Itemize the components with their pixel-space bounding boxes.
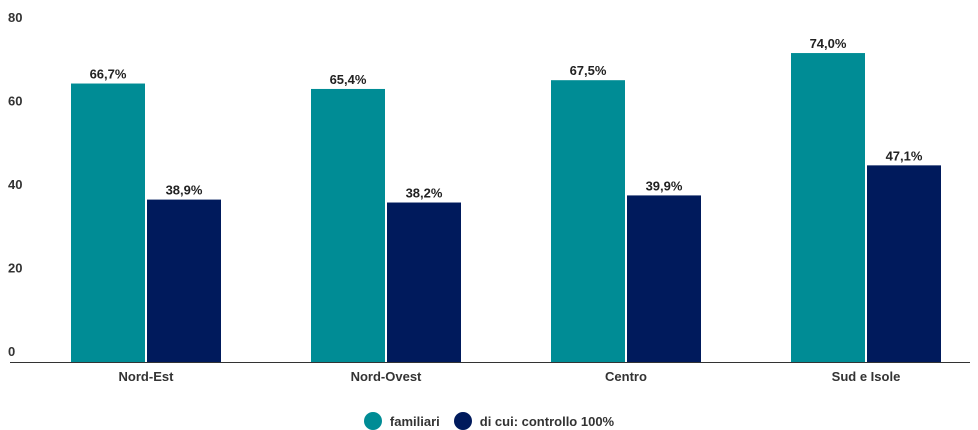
bars <box>71 53 941 363</box>
legend-item-familiari[interactable]: familiari <box>363 412 440 430</box>
category-labels: Nord-Est Nord-Ovest Centro Sud e Isole <box>119 369 901 384</box>
legend-label-familiari: familiari <box>389 413 440 429</box>
bar-controllo-2[interactable] <box>627 195 701 362</box>
y-axis-ticks: 0 20 40 60 80 <box>8 10 22 359</box>
data-label-familiari-0: 66,7% <box>90 67 127 82</box>
data-label-controllo-3: 47,1% <box>886 148 923 163</box>
category-label-3: Sud e Isole <box>832 369 901 384</box>
legend-swatch-controllo <box>453 412 472 430</box>
data-label-familiari-2: 67,5% <box>570 63 607 78</box>
category-label-0: Nord-Est <box>119 369 175 384</box>
y-tick-label-2: 40 <box>8 177 22 192</box>
bar-controllo-3[interactable] <box>867 165 941 362</box>
legend-label-controllo: di cui: controllo 100% <box>479 413 615 429</box>
bar-controllo-1[interactable] <box>387 202 461 362</box>
data-label-controllo-2: 39,9% <box>646 178 683 193</box>
y-tick-label-3: 60 <box>8 94 22 109</box>
legend-swatch-familiari <box>363 412 382 430</box>
category-label-1: Nord-Ovest <box>351 369 422 384</box>
data-labels: 66,7% 38,9% 65,4% 38,2% 67,5% 39,9% 74,0% 47,1% <box>90 36 923 200</box>
data-label-familiari-1: 65,4% <box>330 72 367 87</box>
bar-familiari-3[interactable] <box>791 53 865 363</box>
data-label-controllo-0: 38,9% <box>166 183 203 198</box>
bar-familiari-2[interactable] <box>551 80 625 362</box>
legend: familiari di cui: controllo 100% <box>0 412 978 430</box>
y-tick-label-0: 0 <box>8 344 15 359</box>
bar-controllo-0[interactable] <box>147 199 221 362</box>
bar-familiari-0[interactable] <box>71 83 145 362</box>
bar-familiari-1[interactable] <box>311 88 385 362</box>
category-label-2: Centro <box>605 369 647 384</box>
y-tick-label-4: 80 <box>8 10 22 25</box>
data-label-controllo-1: 38,2% <box>406 186 443 201</box>
y-tick-label-1: 20 <box>8 261 22 276</box>
data-label-familiari-3: 74,0% <box>810 36 847 51</box>
legend-item-controllo[interactable]: di cui: controllo 100% <box>453 412 615 430</box>
